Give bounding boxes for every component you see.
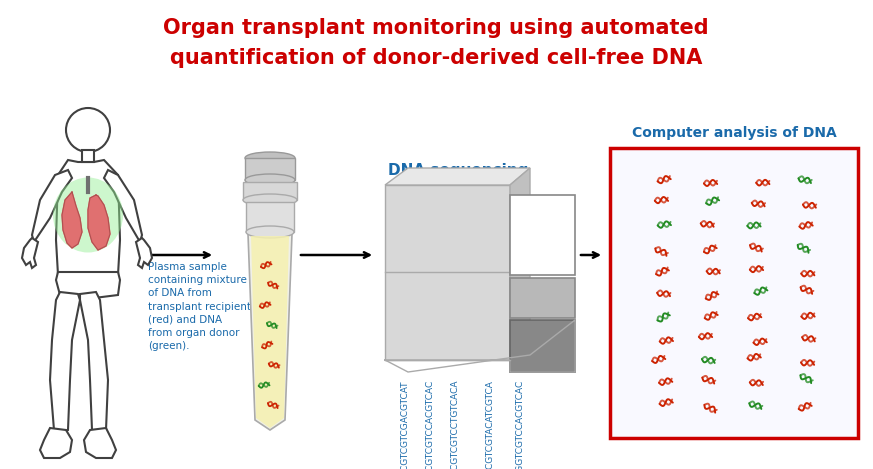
Polygon shape xyxy=(62,192,82,248)
Bar xyxy=(610,148,858,438)
Polygon shape xyxy=(88,195,110,250)
Text: quantification of donor-derived cell-free DNA: quantification of donor-derived cell-fre… xyxy=(170,48,702,68)
Bar xyxy=(385,185,510,360)
Polygon shape xyxy=(80,292,108,432)
Bar xyxy=(245,158,295,180)
Bar xyxy=(510,278,575,318)
Bar xyxy=(510,320,575,372)
Bar xyxy=(243,182,297,200)
Bar xyxy=(510,195,575,275)
Ellipse shape xyxy=(245,174,295,186)
Text: GCGTCGTCCACGTCAC: GCGTCGTCCACGTCAC xyxy=(425,380,435,469)
Text: CGGTCGTCCACGTCAC: CGGTCGTCCACGTCAC xyxy=(515,380,525,469)
Polygon shape xyxy=(385,168,530,185)
Polygon shape xyxy=(56,160,120,275)
Polygon shape xyxy=(84,428,116,458)
Text: Organ transplant monitoring using automated: Organ transplant monitoring using automa… xyxy=(163,18,709,38)
Ellipse shape xyxy=(53,177,123,252)
Text: Plasma sample
containing mixture
of DNA from
transplant recipient
(red) and DNA
: Plasma sample containing mixture of DNA … xyxy=(148,262,251,351)
Bar xyxy=(246,202,294,232)
Polygon shape xyxy=(248,234,292,430)
Text: ACGTCGTACATCGTCA: ACGTCGTACATCGTCA xyxy=(485,380,494,469)
Polygon shape xyxy=(22,238,38,268)
Polygon shape xyxy=(104,170,142,242)
Ellipse shape xyxy=(243,194,297,206)
Polygon shape xyxy=(82,150,94,162)
Ellipse shape xyxy=(246,226,294,238)
Text: GCGTCGTCCTGTCACA: GCGTCGTCCTGTCACA xyxy=(450,380,459,469)
Polygon shape xyxy=(251,236,289,428)
Polygon shape xyxy=(50,292,80,432)
Circle shape xyxy=(66,108,110,152)
Text: DNA sequencing: DNA sequencing xyxy=(388,163,528,178)
Ellipse shape xyxy=(245,152,295,164)
Text: Computer analysis of DNA: Computer analysis of DNA xyxy=(632,126,836,140)
Polygon shape xyxy=(56,272,120,300)
Polygon shape xyxy=(136,238,152,268)
Text: ACGTCGTCGACGTCAT: ACGTCGTCGACGTCAT xyxy=(401,380,409,469)
Polygon shape xyxy=(32,170,72,242)
Polygon shape xyxy=(510,168,530,372)
Polygon shape xyxy=(40,428,72,458)
